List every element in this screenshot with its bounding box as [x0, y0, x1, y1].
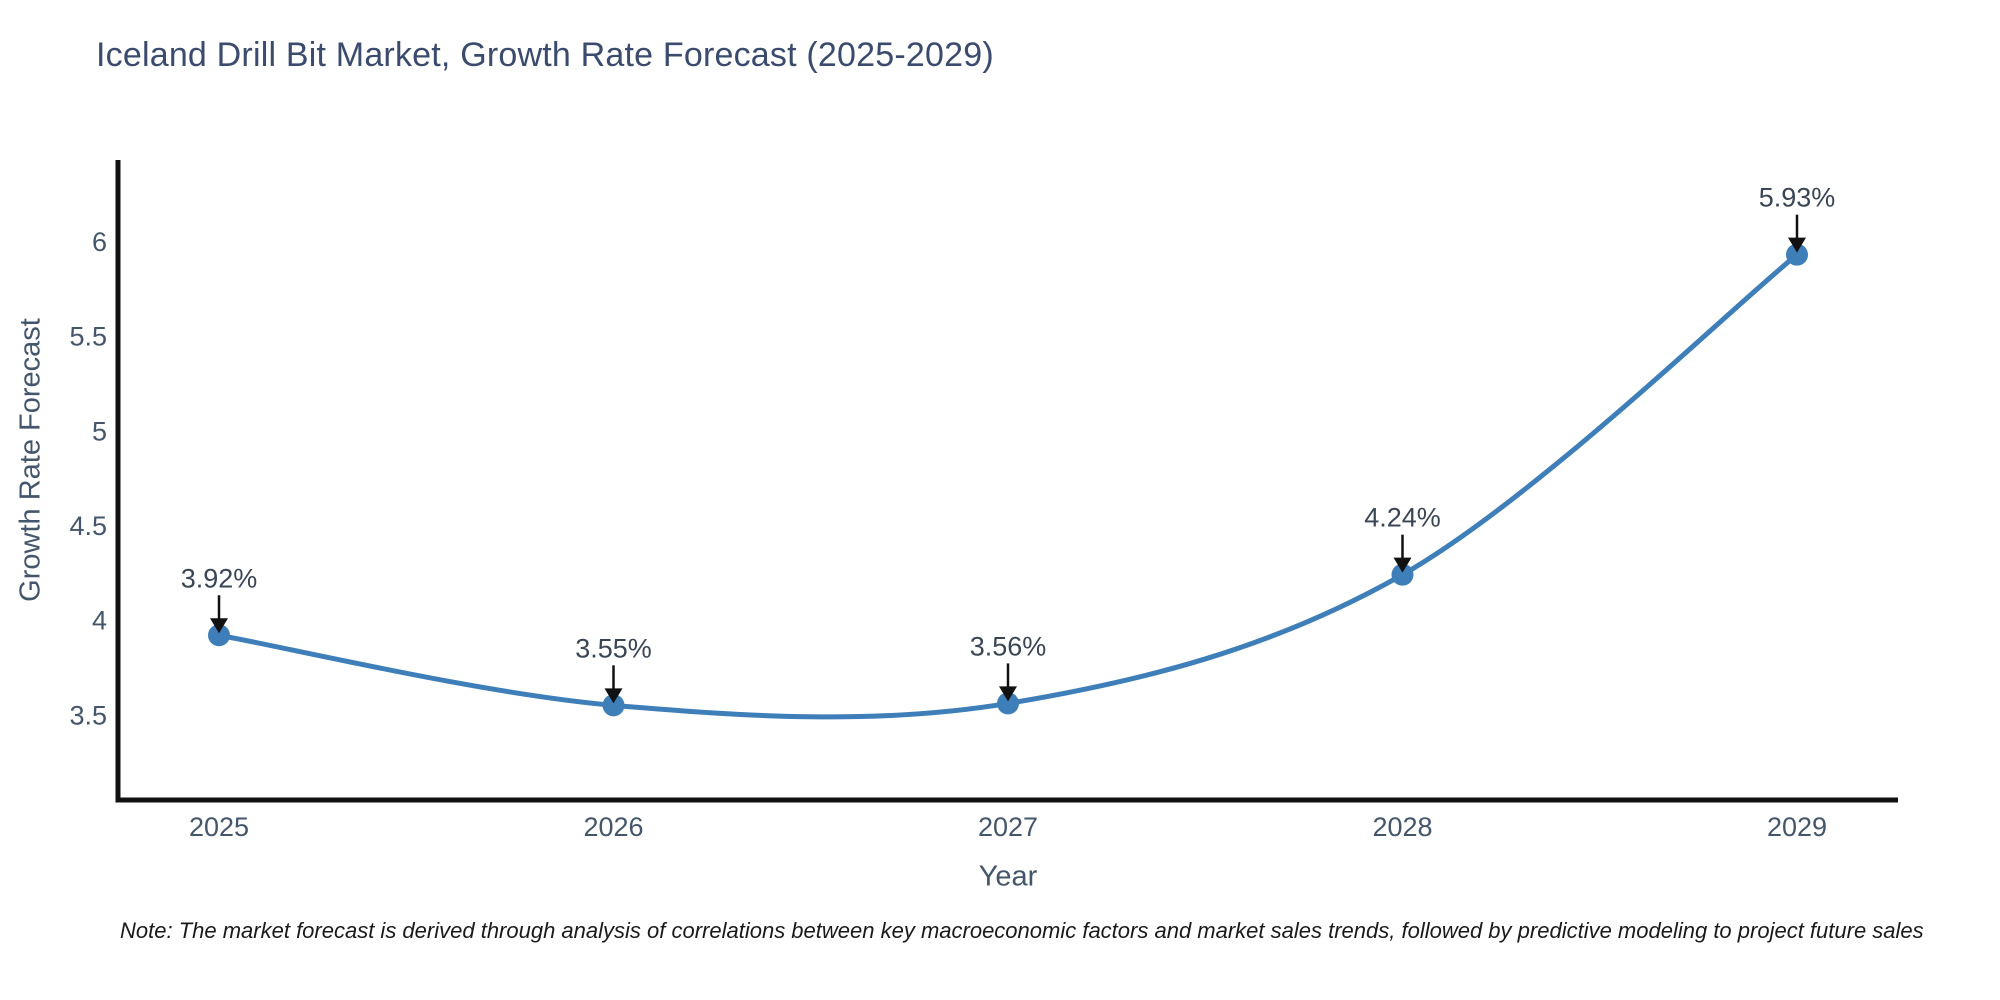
- data-point-marker: [208, 624, 230, 647]
- x-tick-label: 2027: [978, 812, 1038, 842]
- y-tick-label: 4: [92, 606, 107, 636]
- y-tick-label: 5.5: [69, 322, 107, 352]
- y-tick-label: 4.5: [69, 511, 107, 541]
- annotation-arrowhead-icon: [1393, 557, 1412, 573]
- chart-title: Iceland Drill Bit Market, Growth Rate Fo…: [96, 36, 994, 74]
- footnote: Note: The market forecast is derived thr…: [120, 918, 1924, 943]
- annotation-label: 5.93%: [1759, 183, 1836, 213]
- data-point-marker: [602, 694, 625, 717]
- x-tick-label: 2028: [1372, 812, 1432, 842]
- y-tick-label: 3.5: [69, 700, 107, 730]
- annotation-arrowhead-icon: [604, 688, 623, 704]
- annotation-label: 4.24%: [1364, 503, 1441, 533]
- annotation-arrowhead-icon: [999, 686, 1017, 702]
- annotation-label: 3.92%: [181, 563, 258, 593]
- x-axis-title: Year: [978, 860, 1038, 893]
- annotation-label: 3.55%: [575, 633, 652, 663]
- y-tick-label: 5: [92, 416, 107, 446]
- x-tick-label: 2029: [1767, 812, 1827, 842]
- x-tick-label: 2026: [583, 812, 643, 842]
- x-tick-label: 2025: [189, 812, 249, 842]
- data-point-marker: [1786, 243, 1808, 266]
- annotation-arrowhead-icon: [210, 618, 228, 634]
- y-tick-label: 6: [92, 227, 107, 257]
- annotation-arrowhead-icon: [1788, 237, 1806, 253]
- data-point-marker: [997, 692, 1019, 715]
- annotation-label: 3.56%: [970, 631, 1047, 661]
- data-point-marker: [1391, 563, 1414, 586]
